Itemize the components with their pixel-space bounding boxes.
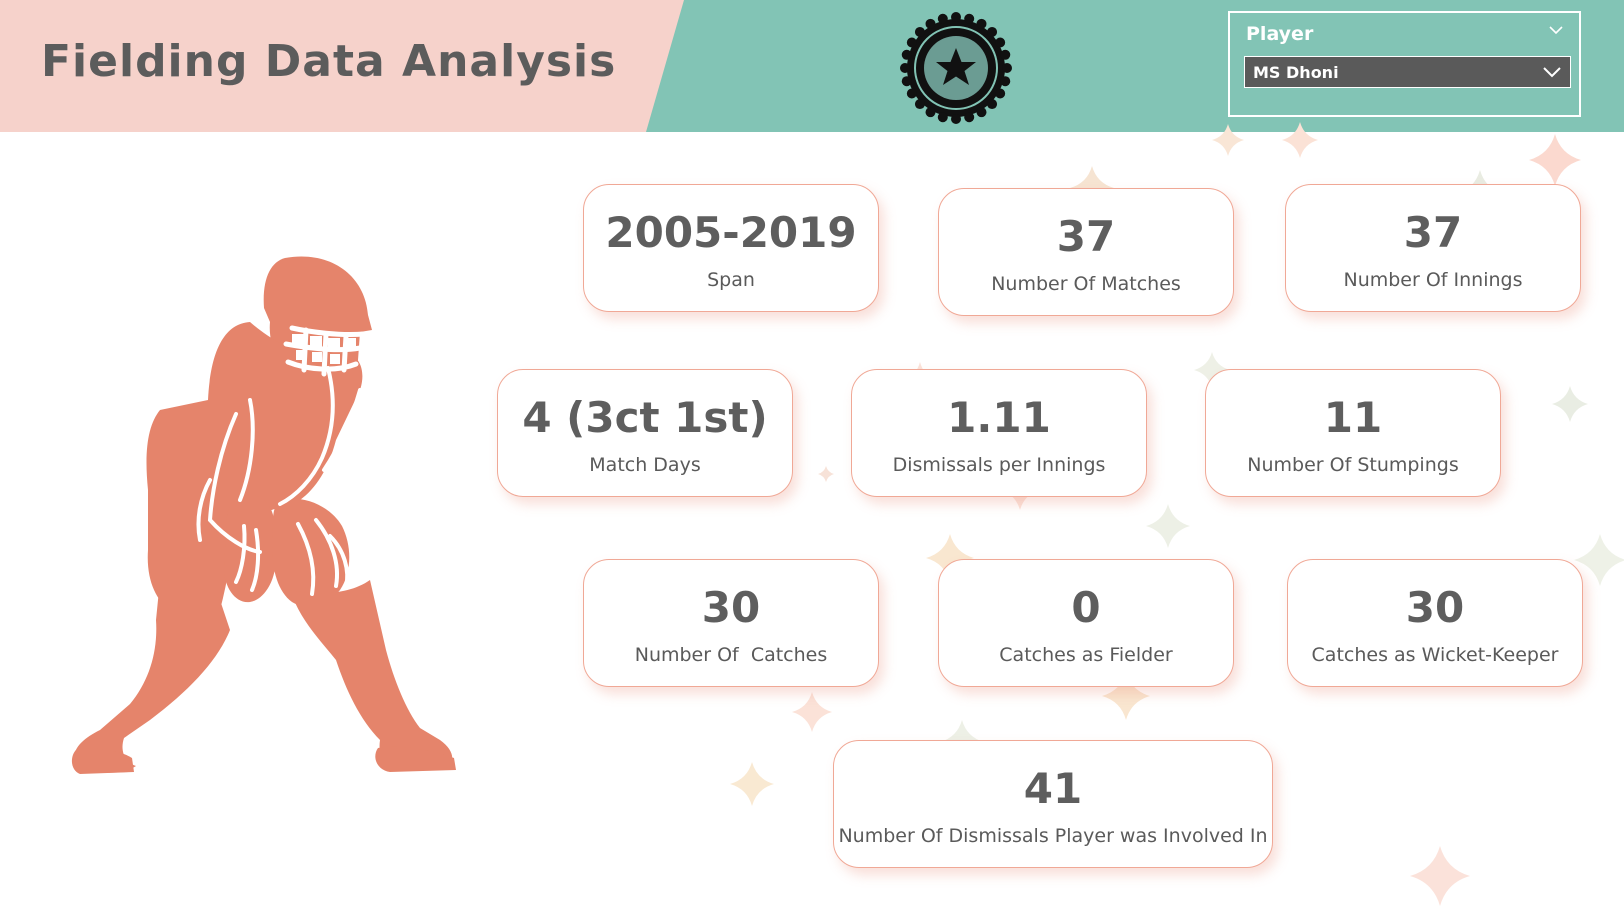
sparkle-icon xyxy=(730,762,774,806)
kpi-label: Number Of Dismissals Player was Involved… xyxy=(838,825,1268,847)
kpi-label: Number Of Catches xyxy=(634,644,828,666)
kpi-card-stumpings: 11 Number Of Stumpings xyxy=(1205,369,1501,497)
kpi-value: 4 (3ct 1st) xyxy=(522,393,768,442)
sparkle-icon xyxy=(1529,134,1581,186)
wicket-keeper-silhouette xyxy=(71,256,456,774)
sparkle-icon xyxy=(792,692,832,732)
kpi-value: 37 xyxy=(1056,212,1116,261)
kpi-value: 37 xyxy=(1403,208,1463,257)
kpi-card-dismissals-per-innings: 1.11 Dismissals per Innings xyxy=(851,369,1147,497)
kpi-label: Dismissals per Innings xyxy=(892,454,1106,476)
slicer-label: Player xyxy=(1246,23,1314,45)
sparkle-icon xyxy=(818,466,834,482)
kpi-label: Number Of Matches xyxy=(991,273,1181,295)
kpi-card-innings: 37 Number Of Innings xyxy=(1285,184,1581,312)
kpi-card-catches-keeper: 30 Catches as Wicket-Keeper xyxy=(1287,559,1583,687)
kpi-card-catches: 30 Number Of Catches xyxy=(583,559,879,687)
kpi-label: Number Of Innings xyxy=(1343,269,1523,291)
kpi-card-total-dismissals: 41 Number Of Dismissals Player was Invol… xyxy=(833,740,1273,868)
sparkle-icon xyxy=(1552,386,1588,422)
player-dropdown-value: MS Dhoni xyxy=(1253,63,1339,82)
kpi-value: 2005-2019 xyxy=(605,208,857,257)
kpi-value: 0 xyxy=(1071,583,1101,632)
player-slicer: Player MS Dhoni xyxy=(1228,11,1581,117)
kpi-value: 11 xyxy=(1323,393,1383,442)
kpi-card-span: 2005-2019 Span xyxy=(583,184,879,312)
star-badge-icon xyxy=(900,12,1012,124)
sparkle-icon xyxy=(1146,504,1190,548)
kpi-card-match-days: 4 (3ct 1st) Match Days xyxy=(497,369,793,497)
kpi-label: Match Days xyxy=(589,454,701,476)
kpi-value: 30 xyxy=(1405,583,1465,632)
kpi-card-catches-fielder: 0 Catches as Fielder xyxy=(938,559,1234,687)
page-title: Fielding Data Analysis xyxy=(41,36,617,87)
kpi-value: 1.11 xyxy=(947,393,1051,442)
player-dropdown[interactable]: MS Dhoni xyxy=(1244,56,1571,88)
kpi-card-matches: 37 Number Of Matches xyxy=(938,188,1234,316)
kpi-value: 41 xyxy=(1023,764,1083,813)
title-banner xyxy=(0,0,684,132)
collapse-chevron-icon[interactable] xyxy=(1547,23,1565,37)
sparkle-icon xyxy=(1410,846,1470,906)
kpi-value: 30 xyxy=(701,583,761,632)
kpi-label: Span xyxy=(707,269,755,291)
kpi-label: Catches as Wicket-Keeper xyxy=(1311,644,1559,666)
chevron-down-icon xyxy=(1543,67,1561,78)
kpi-label: Catches as Fielder xyxy=(999,644,1173,666)
kpi-label: Number Of Stumpings xyxy=(1247,454,1459,476)
